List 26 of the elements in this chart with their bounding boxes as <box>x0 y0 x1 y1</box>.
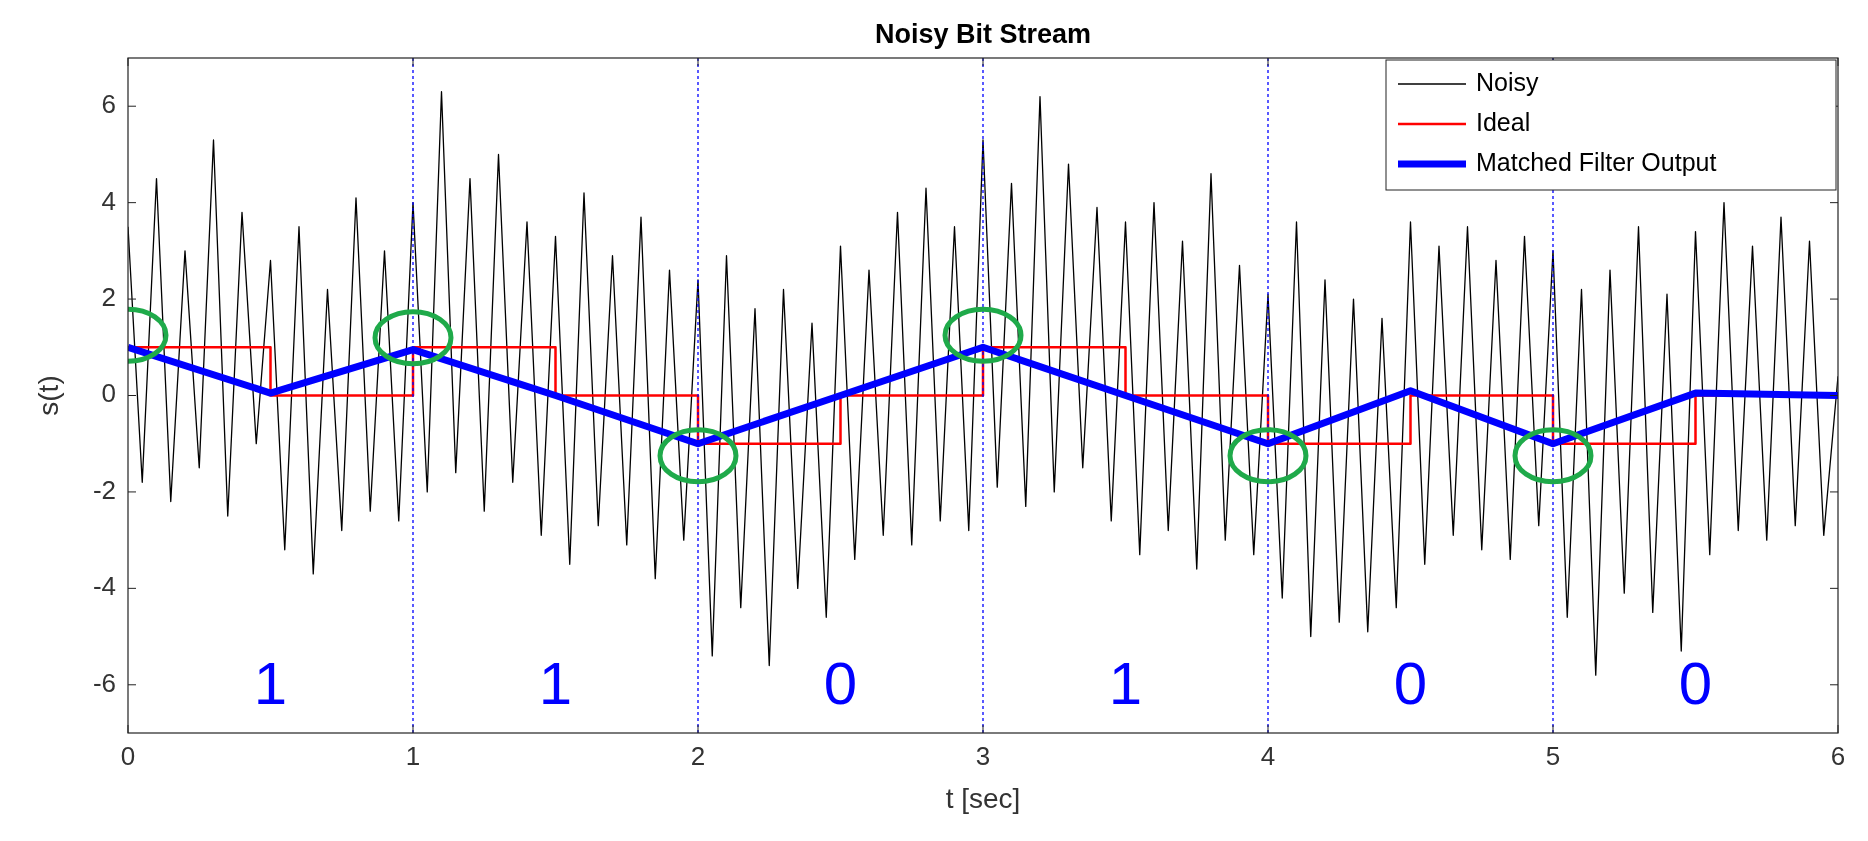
y-tick-label: -6 <box>92 667 116 698</box>
annotation: 1 <box>1108 649 1143 717</box>
y-tick-label: 2 <box>101 281 116 312</box>
y-axis-title: s(t) <box>33 375 64 416</box>
annotation: 1 <box>253 649 288 717</box>
annotation: 0 <box>1393 649 1428 717</box>
x-axis-title: t [sec] <box>945 783 1021 814</box>
x-tick-label: 6 <box>1830 741 1846 771</box>
y-tick-label: 6 <box>101 89 116 120</box>
y-tick-label: -2 <box>92 474 116 505</box>
annotation: 0 <box>1678 649 1713 717</box>
legend-label: Noisy <box>1476 67 1540 96</box>
x-tick-label: 3 <box>975 741 991 771</box>
annotation: 1 <box>538 649 573 717</box>
y-tick-label: 0 <box>101 378 116 409</box>
x-tick-label: 1 <box>405 741 421 771</box>
x-tick-label: 0 <box>120 741 136 771</box>
x-tick-label: 2 <box>690 741 706 771</box>
legend-label: Ideal <box>1476 107 1531 136</box>
y-tick-label: -4 <box>92 571 116 602</box>
y-tick-label: 4 <box>101 185 116 216</box>
chart-title: Noisy Bit Stream <box>874 19 1092 49</box>
annotation: 0 <box>823 649 858 717</box>
x-tick-label: 5 <box>1545 741 1561 771</box>
legend-label: Matched Filter Output <box>1476 147 1717 176</box>
x-tick-label: 4 <box>1260 741 1276 771</box>
